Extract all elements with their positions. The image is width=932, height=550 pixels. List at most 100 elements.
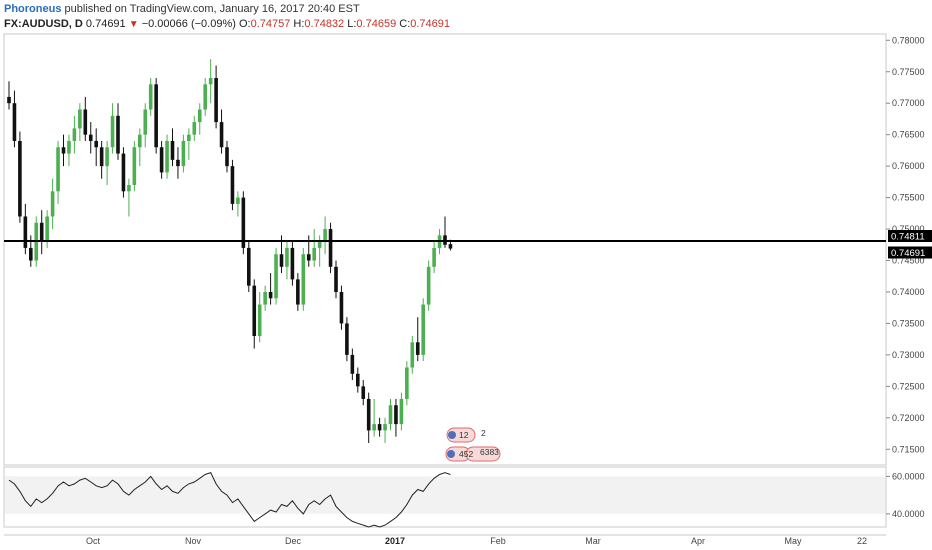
candle-body [356, 373, 360, 387]
x-tick-label: Mar [585, 536, 601, 546]
candle-body [203, 84, 207, 110]
open-label: O: [238, 18, 251, 30]
candle [301, 247, 306, 311]
candle-body [7, 96, 11, 104]
candle-body [83, 109, 88, 135]
open-value: 0.74757 [250, 18, 291, 30]
rsi-pane-border [3, 466, 887, 528]
candle-body [301, 254, 306, 305]
candle [236, 191, 240, 217]
candle [78, 103, 82, 141]
candle-body [39, 222, 44, 242]
candle-body [88, 134, 93, 141]
candle-body [405, 367, 409, 399]
candle-body [306, 254, 311, 261]
candle-body [394, 405, 398, 425]
candle [105, 140, 109, 186]
candle [61, 134, 66, 167]
candle-body [138, 134, 142, 148]
candle-body [448, 244, 453, 249]
symbol-label: FX:AUDUSD, D [4, 18, 83, 30]
candle-body [181, 140, 186, 167]
candle [366, 392, 371, 443]
candle [274, 247, 278, 305]
candle-body [421, 304, 425, 355]
candle-body [29, 247, 33, 261]
close-value: 0.74691 [410, 18, 451, 30]
candle-body [72, 128, 77, 141]
candle [388, 398, 393, 431]
events-bottom-count: 452 [459, 449, 473, 459]
candle [345, 317, 349, 362]
candle-body [361, 386, 366, 399]
candle-body [339, 291, 344, 324]
high-label: H: [293, 18, 305, 30]
candle-body [274, 254, 278, 299]
candle-body [377, 424, 382, 431]
candle [372, 398, 376, 437]
candle-body [50, 191, 55, 217]
last-price: 0.74691 [85, 18, 126, 30]
x-tick-label: Nov [185, 536, 202, 546]
candle [339, 285, 344, 330]
candle-body [257, 304, 262, 337]
y-tick-label: 0.72500 [892, 381, 925, 391]
candle [410, 336, 415, 374]
x-tick-label: 2017 [385, 536, 405, 546]
candle-body [110, 115, 115, 148]
candle [110, 103, 115, 154]
candle [361, 380, 366, 406]
candle [443, 216, 447, 248]
candle [176, 147, 180, 179]
candle [350, 348, 355, 381]
close-label: C: [399, 18, 411, 30]
candle-body [121, 153, 126, 192]
candle [132, 140, 137, 192]
candle [116, 103, 120, 160]
candle [7, 81, 11, 110]
publish-line: Phoroneus published on TradingView.com, … [4, 3, 360, 15]
candle [165, 134, 169, 179]
candle [230, 159, 235, 211]
candle-body [187, 134, 191, 141]
y-tick-label: 0.75000 [892, 224, 925, 234]
events-overlay[interactable]: 12 2 452 6383 [445, 427, 501, 462]
y-tick-label: 0.74000 [892, 287, 925, 297]
candle [383, 417, 387, 443]
candle-body [165, 140, 169, 173]
candle-body [132, 147, 137, 186]
candle [377, 417, 382, 437]
candle [18, 131, 22, 223]
low-value: 0.74659 [356, 18, 397, 30]
candle [328, 222, 333, 274]
down-arrow-icon: ▼ [128, 19, 139, 30]
events-top-extra: 2 [481, 428, 486, 438]
price-label: 0.74691 [891, 248, 925, 259]
candle-body [18, 140, 22, 217]
candle [263, 285, 267, 311]
author-link[interactable]: Phoroneus [4, 3, 62, 15]
candle [257, 291, 262, 343]
y-tick-label: 0.73500 [892, 318, 925, 328]
candle-body [388, 405, 393, 425]
y-tick-label: 0.72000 [892, 413, 925, 423]
x-tick-label: Feb [490, 536, 506, 546]
candle-body [410, 342, 415, 368]
y-tick-label: 0.76500 [892, 130, 925, 140]
candle [121, 147, 126, 198]
candle-body [432, 247, 436, 267]
candle-body [290, 247, 295, 280]
candle [241, 191, 246, 255]
candle-body [116, 115, 120, 154]
rsi-band [5, 476, 885, 514]
candle [127, 178, 131, 217]
candle-body [323, 229, 327, 242]
candle [426, 260, 431, 311]
candle [219, 109, 224, 154]
candle-body [67, 140, 71, 154]
candle-body [252, 285, 257, 337]
candle-body [56, 147, 60, 192]
candle-body [23, 216, 28, 248]
candle [138, 128, 142, 167]
